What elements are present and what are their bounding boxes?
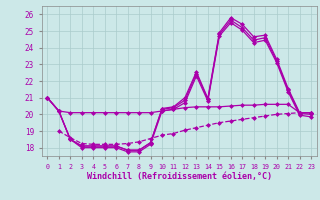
X-axis label: Windchill (Refroidissement éolien,°C): Windchill (Refroidissement éolien,°C) (87, 172, 272, 181)
